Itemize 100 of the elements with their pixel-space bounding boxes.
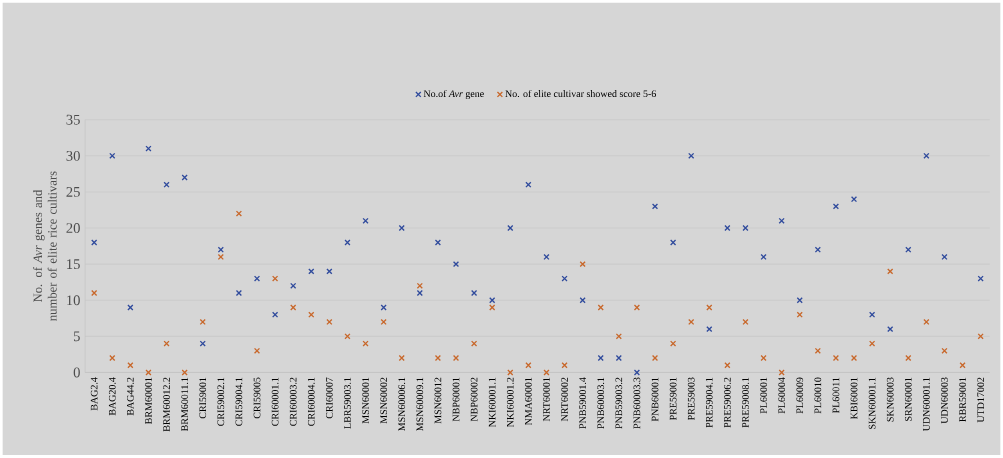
point [253,347,261,355]
x-tick-label: PRE59001 [669,377,677,421]
point [579,297,586,304]
x-tick-label: MSN60009.1 [416,377,424,432]
x-tick-label: BAG2.4 [90,377,98,411]
point [326,319,333,326]
y-tick-label: 25 [66,187,80,198]
point [217,246,224,254]
point [470,340,478,347]
y-tick-label: 20 [66,223,80,234]
point [543,254,550,261]
x-tick-label: PNB60003.3 [633,377,641,429]
x-tick-label: UDN60003 [941,377,948,424]
point [832,203,840,210]
point [688,319,695,326]
point [778,369,785,376]
point [344,333,351,340]
x-tick-label: NRT60001 [543,377,550,422]
x-tick-label: SRN60001 [904,377,912,422]
x-tick-label: SKN60003 [886,377,894,422]
point [127,304,134,311]
x-tick-label: PRE59004.1 [705,377,713,428]
point [91,239,98,246]
x-tick-label: KBI60001 [850,377,858,420]
point [127,362,134,369]
x-tick-label: PNB59001.4 [579,377,587,429]
point [850,196,858,203]
point [579,261,586,268]
x-tick-label: NMA60001 [525,377,532,426]
x-tick-label: CRI60003.2 [289,377,297,426]
point [814,246,821,254]
x-tick-label: PL60009 [796,377,804,414]
point [706,304,713,311]
point [380,319,387,326]
x-tick-label: BRM60001 [145,377,152,425]
point [199,319,206,326]
point [434,239,442,246]
point [633,304,641,311]
point [416,290,423,297]
point [163,181,170,189]
point [887,268,894,275]
x-tick-label: NBP60001 [452,377,460,422]
point [742,319,749,326]
point [91,290,98,297]
x-tick-label: LBR59003.1 [344,377,351,429]
x-tick-label: NKI60001.1 [488,377,496,428]
point [959,362,966,369]
point [706,326,713,333]
y-tick-label: 10 [67,295,80,306]
x-tick-label: CRI59005 [253,377,261,419]
point [507,225,514,232]
x-tick-label: PRE59006.2 [723,377,731,428]
point [977,275,984,282]
point [887,326,894,333]
x-tick-label: UDN60001.1 [922,377,930,432]
point [199,340,206,347]
x-tick-label: PL60010 [814,377,822,414]
point [525,362,532,369]
point [615,333,622,340]
x-tick-label: PNB60001 [651,377,659,422]
x-tick-label: PL60004 [778,377,786,414]
x-tick-label: PL60001 [760,377,767,414]
point [235,210,243,217]
x-tick-label: MSN60001 [362,377,369,424]
point [271,311,279,319]
x-tick-label: PRE59003 [687,377,695,421]
point [669,340,677,347]
x-tick-label: PL60011 [832,377,840,414]
legend-label: No. of elite cultivar showed score 5-6 [505,90,656,98]
y-tick-label: 0 [73,367,80,378]
x-tick-label: BAG44.2 [127,377,134,416]
x-tick-label: CRI60004.1 [307,377,315,426]
point [905,355,912,362]
x-tick-label: CRI60007 [326,377,333,419]
point [778,217,785,225]
x-tick-label: RBR59001 [959,377,966,422]
point [941,254,948,261]
point [597,355,604,362]
x-tick-label: CRI59001 [199,377,207,419]
point [398,225,405,232]
x-tick-label: BRM60011.1 [181,377,189,432]
y-tick-label: 35 [66,115,80,125]
y-tick-label: 5 [73,331,80,342]
point [380,304,387,311]
point [253,275,261,282]
point [181,369,188,376]
point [271,275,279,282]
x-tick-label: PRE59008.1 [742,377,749,428]
x-tick-label: MSN60002 [380,377,388,424]
point [760,355,767,362]
x-tick-label: PNB60003.1 [597,377,605,429]
point [181,174,188,181]
x-tick-label: NKI60001.2 [506,377,514,428]
point [868,340,876,347]
point [470,290,478,297]
point [669,239,677,246]
point [615,355,622,362]
x-tick-label: PNB59003.2 [615,377,623,429]
point [290,304,297,311]
x-tick-label: SKN60001.1 [868,377,876,430]
